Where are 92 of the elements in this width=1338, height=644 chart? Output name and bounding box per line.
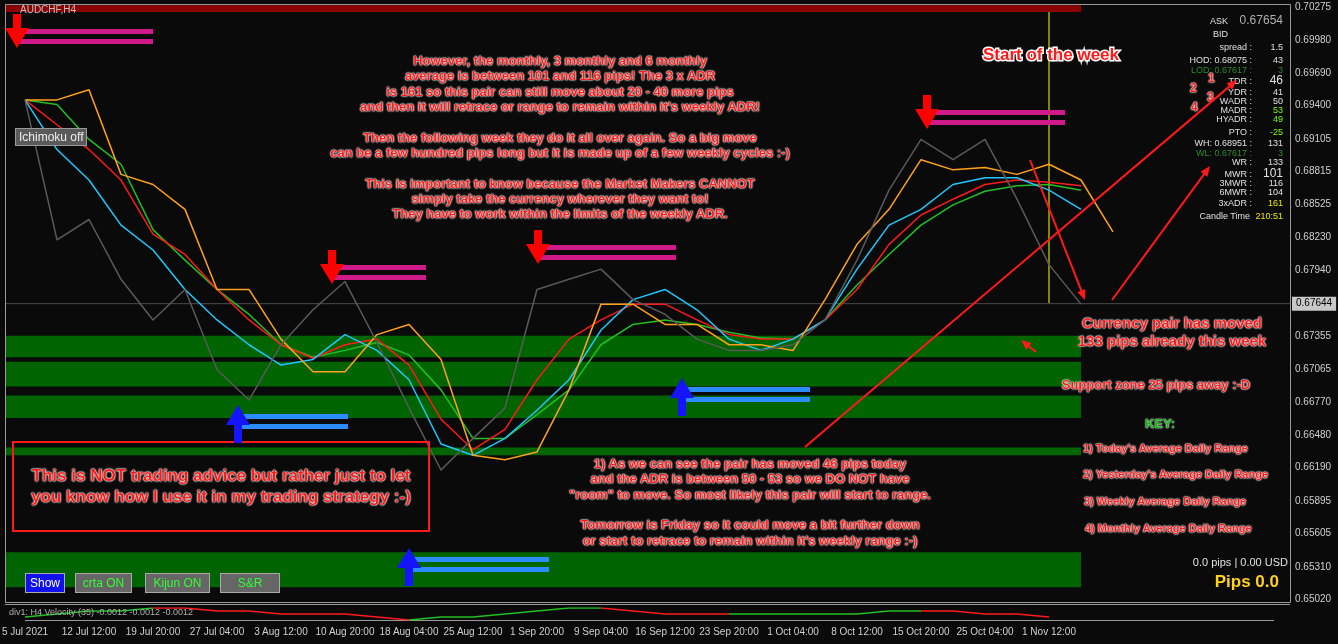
x-tick-label: 10 Aug 20:00 (315, 625, 375, 637)
annotation: S&R (220, 573, 280, 593)
annotation: 41 (1272, 87, 1283, 98)
x-tick-label: 9 Sep 04:00 (574, 625, 629, 637)
text: However, the monthly, 3 monthly and 6 monthly average is between 101 and 116 pips! The 3 x ADR is 161 so this pair can still move about 20 - 40 more pips and then it will retrace or range to remain within it's weekly ADR! Then the following week they do it all over again. So a big move can be a few hundred pips long but it is made up of a few weekly cycles :-) This is important to know because the Market Makers CANNOT simply take the currency wherever they want to! They have to work within the limits of the weekly ADR. (330, 53, 790, 222)
y-tick-label: 0.66480 (1295, 428, 1332, 440)
annotation: Kijun ON (145, 573, 210, 593)
annotation: HYADR : (1216, 114, 1252, 125)
annotation: 6MWR : (1219, 187, 1252, 198)
annotation: MADR : (1220, 105, 1252, 116)
y-tick-label: 0.67065 (1295, 362, 1332, 374)
x-tick-label: 12 Jul 12:00 (61, 625, 117, 637)
y-tick-label: 0.65310 (1295, 560, 1332, 572)
annotation: 49 (1272, 114, 1283, 125)
y-tick-label: 0.69980 (1295, 33, 1332, 45)
annotation: -25 (1269, 127, 1283, 138)
annotation: 46 (1269, 73, 1283, 88)
x-tick-label: 5 Jul 2021 (1, 625, 49, 637)
y-tick-label: 0.69400 (1295, 99, 1332, 111)
annotation: BID (1212, 29, 1228, 40)
x-tick-label: 25 Aug 12:00 (443, 625, 503, 637)
annotation: 3 (1277, 65, 1283, 75)
x-tick-label: 19 Jul 20:00 (125, 625, 181, 637)
x-tick-label: 16 Sep 12:00 (635, 625, 696, 637)
annotation: WH: 0.68951 : (1194, 138, 1252, 149)
annotation: MWR : (1224, 169, 1252, 180)
annotation: HOD: 0.68075 : (1189, 55, 1252, 66)
annotation: 3MWR : (1219, 178, 1252, 189)
y-tick-label: 0.68525 (1295, 198, 1332, 210)
y-tick-label: 0.67355 (1295, 330, 1332, 342)
annotation: Candle Time (1199, 211, 1250, 222)
annotation: Pips 0.0 (1214, 572, 1279, 593)
annotation: 4 (1191, 100, 1198, 115)
x-tick-label: 23 Sep 20:00 (699, 625, 760, 637)
annotation: YDR : (1227, 87, 1252, 98)
annotation: crta ON (75, 573, 132, 593)
annotation: 3 (1277, 148, 1283, 159)
x-tick-label: 1 Nov 12:00 (1022, 625, 1077, 637)
annotation: WL: 0.67617 : (1195, 148, 1252, 159)
ref-line-label: 0.67644 (1296, 297, 1333, 309)
x-tick-label: 18 Aug 04:00 (379, 625, 439, 637)
annotation: 1) Today's Average Daily Range (1083, 442, 1248, 455)
x-tick-label: 1 Oct 04:00 (767, 625, 820, 637)
annotation: 101 (1262, 166, 1283, 180)
y-tick-label: 0.66190 (1295, 461, 1332, 473)
annotation: 4) Monthly Average Daily Range (1085, 522, 1252, 535)
y-tick-label: 0.65605 (1295, 527, 1332, 539)
y-tick-label: 0.65895 (1295, 494, 1332, 506)
text: 1) As we can see the pair has moved 46 pips today and the ADR is between 50 - 53 so we DO NOT have "room" to move. So most likely this pair will start to range. Tomorrow is Friday so it could move a bit further down or start to retrace to remain within it's weekly range :-) (569, 456, 931, 548)
annotation: PTO : (1228, 127, 1252, 138)
annotation: 104 (1267, 187, 1283, 198)
x-tick-label: 3 Aug 12:00 (254, 625, 309, 637)
x-tick-label: 25 Oct 04:00 (956, 625, 1015, 637)
annotation: 0.0 pips | 0.00 USD (1192, 556, 1288, 569)
y-tick-label: 0.68230 (1295, 231, 1332, 243)
annotation: 161 (1267, 198, 1283, 209)
annotation: 210:51 (1255, 211, 1283, 222)
x-tick-label: 1 Sep 20:00 (510, 625, 565, 637)
x-tick-label: 8 Oct 12:00 (831, 625, 884, 637)
annotation: 1.5 (1270, 42, 1283, 53)
y-tick-label: 0.67940 (1295, 264, 1332, 276)
y-tick-label: 0.69105 (1295, 132, 1332, 144)
annotation: 116 (1268, 178, 1283, 189)
x-tick-label: 27 Jul 04:00 (189, 625, 245, 637)
x-tick-label: 15 Oct 20:00 (892, 625, 951, 637)
y-tick-label: 0.70275 (1295, 0, 1332, 12)
annotation: 133 (1267, 157, 1283, 168)
annotation: 3xADR : (1218, 198, 1252, 209)
y-tick-label: 0.66770 (1295, 396, 1332, 408)
annotation: Support zone 25 pips away :-D (1061, 377, 1251, 393)
annotation: 131 (1267, 138, 1283, 149)
annotation: 2) Yesterday's Average Daily Range (1083, 468, 1269, 481)
y-tick-label: 0.69690 (1295, 66, 1332, 78)
annotation: 0.67654 (1239, 13, 1283, 28)
annotation: WR : (1232, 157, 1252, 168)
annotation: Ichimoku off (15, 128, 88, 147)
ref-line-label: Start of the week (982, 44, 1120, 64)
annotation: 53 (1272, 105, 1283, 116)
annotation: 50 (1272, 96, 1283, 107)
annotation: Currency pair has moved 133 pips already this week (1077, 314, 1267, 350)
annotation: KEY: (1144, 416, 1176, 432)
annotation: WADR : (1219, 96, 1252, 107)
annotation: spread : (1219, 42, 1252, 53)
annotation: 3 (1207, 90, 1214, 105)
annotation: 2 (1190, 81, 1197, 96)
annotation: 3) Weekly Average Daily Range (1084, 495, 1247, 508)
y-tick-label: 0.68815 (1295, 165, 1332, 177)
annotation: 43 (1272, 55, 1283, 66)
y-tick-label: 0.65020 (1295, 593, 1332, 605)
annotation: ASK (1209, 16, 1228, 27)
annotation: Show (25, 573, 65, 593)
annotation: This is NOT trading advice but rather just to let you know how I use it in my trading strategy :-) (12, 441, 430, 532)
